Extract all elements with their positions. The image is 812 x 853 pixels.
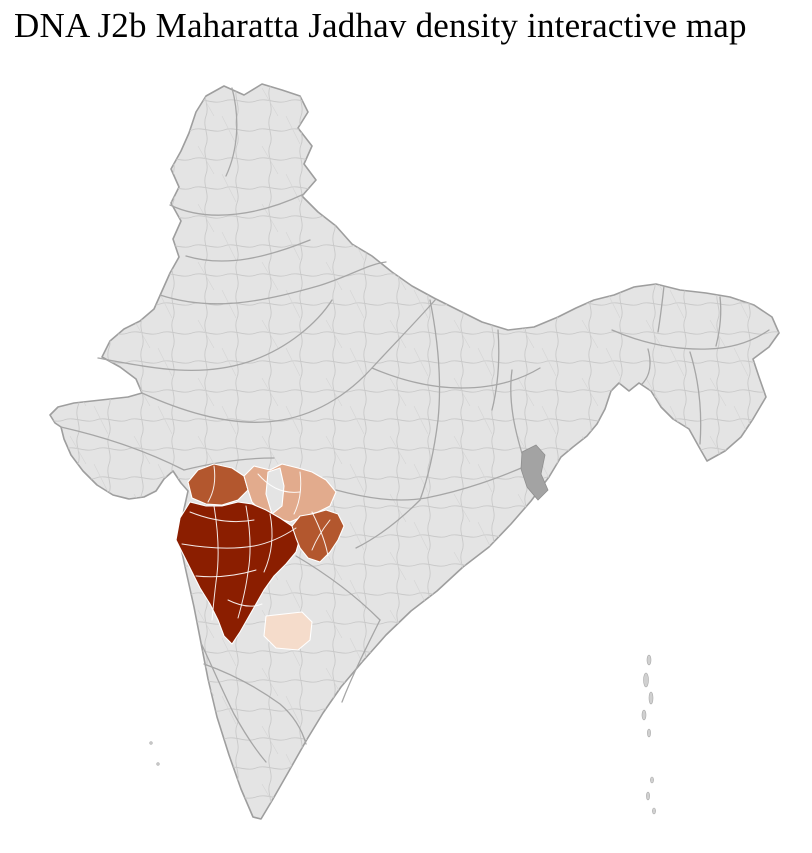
island-lakshadweep [149,741,153,745]
island-andaman [648,691,654,705]
district-border-line [311,519,331,551]
state-border-line [641,348,651,385]
state-border-line [715,296,722,347]
island-andaman [641,709,647,721]
density-regions [175,463,345,651]
state-border-line [341,619,381,703]
island-nicobar [650,776,654,784]
state-border-line [611,329,770,350]
district-border-line [227,599,263,607]
state-border-line [689,351,702,445]
region-district-borders [181,465,331,621]
island-andaman [643,672,649,688]
state-border-line [491,329,500,411]
state-border-line [335,465,527,501]
state-border-line [419,299,441,501]
district-border-line [263,513,273,573]
region-density-high-east[interactable] [291,509,345,563]
island-nicobar [646,791,650,801]
island-andaman [646,654,652,666]
region-density-very-high-core[interactable] [175,501,301,645]
district-mesh [50,84,779,819]
district-border-line [237,505,251,619]
state-border-line [97,299,333,372]
state-border-line [169,193,305,216]
state-border-line [371,367,541,389]
state-border-line [657,285,665,333]
island-andaman [647,728,651,738]
district-border-line [311,511,329,557]
district-border-line [211,505,219,621]
state-border-line [295,555,381,621]
state-border-line [203,663,307,745]
district-border-line [195,569,257,578]
state-border-line [141,298,437,423]
state-border-line [159,261,387,305]
island-nicobar [652,807,656,815]
page-title: DNA J2b Maharatta Jadhav density interac… [14,6,747,45]
state-border-line [200,642,267,763]
district-border-line [181,527,297,549]
district-border-line [207,465,216,503]
state-border-line [185,239,311,262]
region-uncolored-gap-district[interactable] [265,467,285,515]
dense-district-gray-patch [520,444,549,501]
island-lakshadweep [156,762,160,766]
islands [149,654,656,815]
state-borders [60,87,770,763]
state-border-line [183,457,275,471]
state-border-line [225,87,238,177]
district-border-line [293,471,302,515]
state-border-line [355,499,421,549]
region-density-low-isolated[interactable] [263,611,313,651]
district-border-line [257,473,301,493]
state-border-line [60,426,185,471]
